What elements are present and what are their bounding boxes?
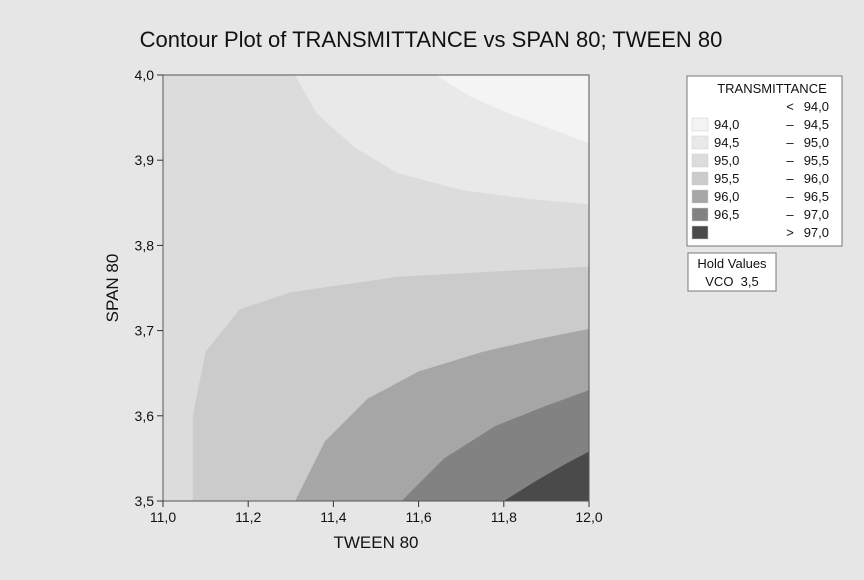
x-tick-label: 11,2 xyxy=(235,509,261,525)
y-tick-label: 3,9 xyxy=(135,152,155,168)
legend-low: 95,5 xyxy=(714,171,739,186)
x-tick-label: 11,0 xyxy=(150,509,176,525)
y-tick-label: 3,5 xyxy=(135,493,155,509)
legend-separator: – xyxy=(786,135,794,150)
legend-low: 96,5 xyxy=(714,207,739,222)
x-tick-label: 12,0 xyxy=(575,509,602,525)
plot-frame xyxy=(162,74,590,502)
hold-values: Hold Values VCO 3,5 xyxy=(687,252,777,292)
legend: TRANSMITTANCE <94,094,0–94,594,5–95,095,… xyxy=(686,75,843,247)
legend-separator: > xyxy=(786,225,794,240)
legend-separator: – xyxy=(786,189,794,204)
legend-swatch xyxy=(691,207,709,222)
legend-high: 95,0 xyxy=(804,135,829,150)
hold-values-title: Hold Values xyxy=(697,256,767,271)
legend-swatch xyxy=(691,189,709,204)
legend-title: TRANSMITTANCE xyxy=(717,81,827,96)
legend-swatch xyxy=(691,225,709,240)
legend-separator: < xyxy=(786,99,794,114)
legend-swatch xyxy=(691,117,709,132)
legend-box xyxy=(686,75,843,247)
legend-low: 95,0 xyxy=(714,153,739,168)
legend-low: 96,0 xyxy=(714,189,739,204)
legend-high: 97,0 xyxy=(804,225,829,240)
legend-high: 94,5 xyxy=(804,117,829,132)
legend-high: 97,0 xyxy=(804,207,829,222)
legend-swatch xyxy=(691,153,709,168)
y-axis-label: SPAN 80 xyxy=(103,254,122,323)
hold-values-text: VCO 3,5 xyxy=(705,274,758,289)
x-tick-label: 11,4 xyxy=(320,509,346,525)
legend-separator: – xyxy=(786,207,794,222)
legend-separator: – xyxy=(786,153,794,168)
y-tick-label: 3,7 xyxy=(135,323,155,339)
legend-high: 96,0 xyxy=(804,171,829,186)
contour-region xyxy=(435,75,589,144)
x-tick-label: 11,6 xyxy=(405,509,431,525)
contour-region xyxy=(503,451,589,501)
y-tick-label: 3,8 xyxy=(135,237,155,253)
chart-title: Contour Plot of TRANSMITTANCE vs SPAN 80… xyxy=(140,27,723,52)
y-tick-label: 3,6 xyxy=(135,408,155,424)
y-axis: 3,5 3,6 3,7 3,8 3,9 4,0 xyxy=(135,67,163,509)
y-tick-label: 4,0 xyxy=(135,67,155,83)
x-axis: 11,0 11,2 11,4 11,6 11,8 12,0 xyxy=(150,501,603,525)
legend-swatch xyxy=(691,171,709,186)
contour-regions xyxy=(163,75,590,501)
x-tick-label: 11,8 xyxy=(491,509,517,525)
hold-values-box xyxy=(687,252,777,292)
legend-high: 94,0 xyxy=(804,99,829,114)
legend-separator: – xyxy=(786,171,794,186)
legend-swatch xyxy=(691,135,709,150)
legend-rows: <94,094,0–94,594,5–95,095,0–95,595,5–96,… xyxy=(691,99,829,240)
legend-low: 94,0 xyxy=(714,117,739,132)
legend-separator: – xyxy=(786,117,794,132)
legend-high: 95,5 xyxy=(804,153,829,168)
legend-low: 94,5 xyxy=(714,135,739,150)
contour-region xyxy=(401,390,589,501)
x-axis-label: TWEEN 80 xyxy=(333,533,418,552)
legend-high: 96,5 xyxy=(804,189,829,204)
